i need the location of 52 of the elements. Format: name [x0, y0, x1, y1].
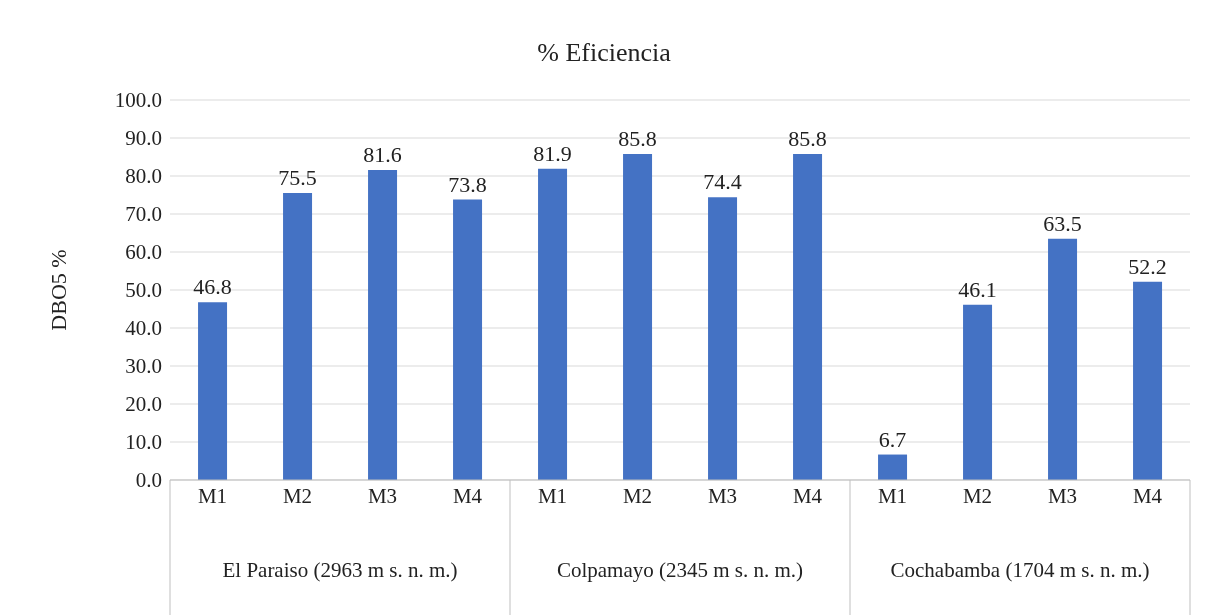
y-axis-title: DBO5 % — [45, 249, 71, 331]
y-tick-label: 70.0 — [125, 202, 162, 227]
y-tick-label: 80.0 — [125, 164, 162, 189]
x-tick-label: M3 — [707, 483, 738, 508]
bar — [1048, 238, 1078, 480]
y-tick-label: 40.0 — [125, 316, 162, 341]
bar — [198, 302, 228, 480]
bar — [538, 168, 568, 480]
x-tick-label: M4 — [1132, 483, 1163, 508]
data-label: 63.5 — [1043, 210, 1082, 236]
x-tick-label: M1 — [537, 483, 568, 508]
x-tick-label: M2 — [282, 483, 313, 508]
y-tick-label: 100.0 — [114, 88, 162, 113]
data-label: 81.9 — [533, 140, 572, 166]
data-label: 6.7 — [878, 426, 907, 452]
data-label: 52.2 — [1128, 253, 1167, 279]
y-tick-label: 20.0 — [125, 392, 162, 417]
text: El Paraiso (2963 m s. n. m.) — [221, 557, 459, 584]
y-tick-label: 0.0 — [135, 468, 162, 493]
data-label: 81.6 — [363, 141, 402, 167]
y-tick-label: 10.0 — [125, 430, 162, 455]
bar — [368, 169, 398, 480]
x-tick-label: M4 — [452, 483, 483, 508]
y-tick-label: 60.0 — [125, 240, 162, 265]
bar — [623, 153, 653, 480]
data-label: 85.8 — [618, 125, 657, 151]
data-label: 74.4 — [703, 169, 742, 195]
y-tick-label: 30.0 — [125, 354, 162, 379]
bar — [708, 197, 738, 480]
y-tick-label: 90.0 — [125, 126, 162, 151]
x-tick-label: M2 — [962, 483, 993, 508]
bar — [283, 193, 313, 480]
data-label: 85.8 — [788, 125, 827, 151]
bar — [1133, 281, 1163, 480]
data-label: 75.5 — [278, 165, 317, 191]
bar — [793, 153, 823, 480]
bar — [963, 304, 993, 480]
x-tick-label: M2 — [622, 483, 653, 508]
x-tick-label: M4 — [792, 483, 823, 508]
data-label: 73.8 — [448, 171, 487, 197]
text: Cochabamba (1704 m s. n. m.) — [889, 557, 1151, 584]
x-tick-label: M3 — [367, 483, 398, 508]
x-tick-label: M3 — [1047, 483, 1078, 508]
chart-title: % Eficiencia — [536, 38, 672, 68]
data-label: 46.8 — [193, 274, 232, 300]
bar — [453, 199, 483, 480]
x-tick-label: M1 — [877, 483, 908, 508]
text: Colpamayo (2345 m s. n. m.) — [555, 557, 805, 584]
y-tick-label: 50.0 — [125, 278, 162, 303]
data-label: 46.1 — [958, 276, 997, 302]
x-tick-label: M1 — [197, 483, 228, 508]
bar — [878, 454, 908, 480]
